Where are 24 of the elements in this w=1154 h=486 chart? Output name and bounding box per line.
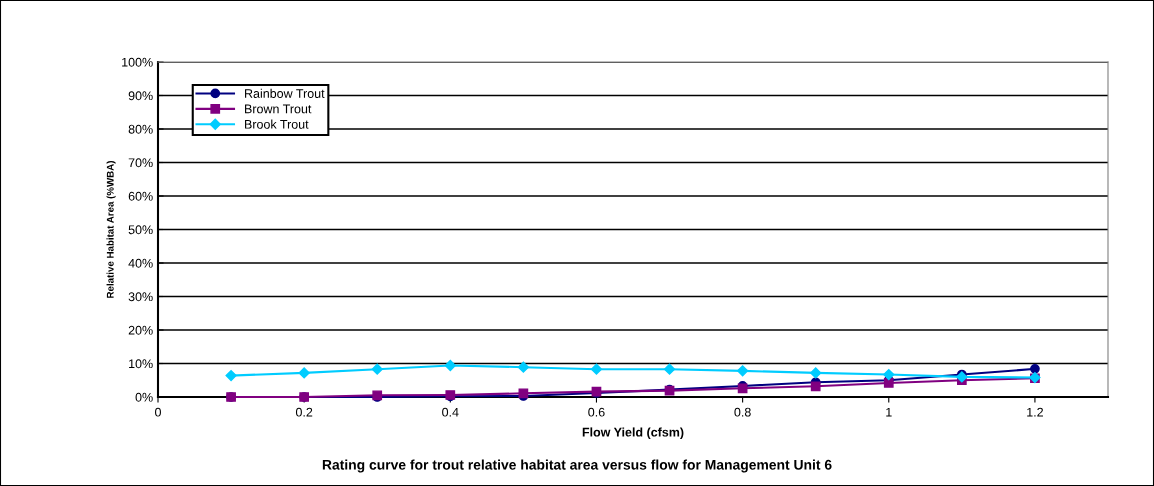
y-tick-label: 20% — [128, 325, 153, 335]
y-tick-label: 0% — [135, 392, 153, 402]
x-tick-label: 0.4 — [442, 407, 459, 417]
y-tick-label: 40% — [128, 258, 153, 268]
text: Rating curve for trout relative habitat area versus flow for Management Unit 6 — [322, 459, 832, 473]
x-axis-title: Flow Yield (cfsm) — [582, 427, 684, 440]
y-tick-label: 100% — [122, 57, 153, 67]
y-tick-label: 10% — [129, 359, 153, 369]
x-tick-label: 0.8 — [734, 407, 751, 417]
y-tick-label: 80% — [128, 124, 153, 134]
x-tick-label: 0.6 — [588, 407, 605, 417]
y-tick-label: 90% — [128, 91, 153, 101]
x-tick-label: 0 — [155, 407, 161, 417]
legend-label: Rainbow Trout — [245, 88, 325, 98]
y-axis-title: Relative Habitat Area (%WBA) — [106, 161, 116, 298]
x-tick-label: 1.2 — [1027, 407, 1043, 417]
y-tick-label: 50% — [128, 225, 153, 235]
x-tick-label: 1 — [886, 407, 892, 417]
legend-label: Brown Trout — [245, 104, 312, 114]
y-tick-label: 70% — [128, 158, 153, 168]
y-tick-label: 30% — [128, 292, 153, 302]
y-tick-label: 60% — [128, 191, 153, 201]
legend-label: Brook Trout — [245, 119, 309, 129]
x-tick-label: 0.2 — [295, 407, 313, 417]
